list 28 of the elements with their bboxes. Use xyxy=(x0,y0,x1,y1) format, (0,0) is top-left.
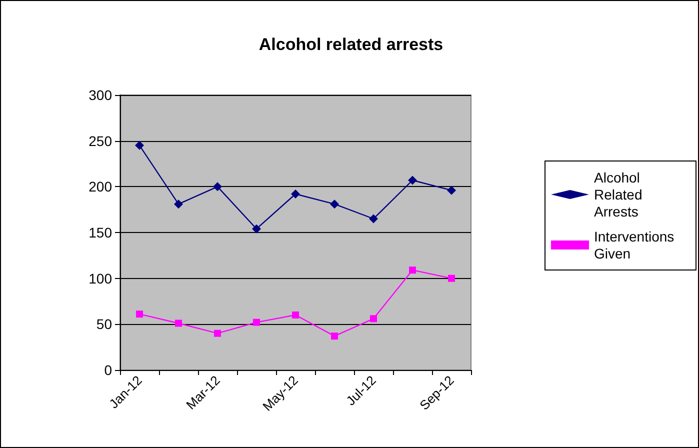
y-tick-label: 300 xyxy=(88,87,112,103)
legend-label: Interventions Given xyxy=(594,228,678,262)
point xyxy=(291,190,300,198)
point xyxy=(447,186,456,195)
point xyxy=(448,274,455,282)
point xyxy=(252,224,261,234)
point xyxy=(330,200,339,209)
legend-label: Alcohol Related Arrests xyxy=(594,170,646,220)
y-tick-label: 50 xyxy=(96,316,112,332)
point xyxy=(214,330,221,337)
point xyxy=(370,315,377,322)
point xyxy=(331,332,338,340)
point xyxy=(253,318,260,326)
point xyxy=(369,214,378,224)
point xyxy=(136,310,143,318)
y-tick-label: 200 xyxy=(88,178,112,195)
point xyxy=(213,182,222,192)
point xyxy=(135,140,144,150)
y-tick-label: 150 xyxy=(88,224,112,240)
point xyxy=(175,320,182,327)
point xyxy=(292,312,299,318)
point xyxy=(174,200,183,209)
chart-title: Alcohol related arrests xyxy=(258,35,444,54)
point xyxy=(408,176,417,185)
point xyxy=(409,266,416,274)
y-tick-label: 100 xyxy=(88,270,112,286)
y-tick-label: 250 xyxy=(88,132,112,149)
y-tick-label: 0 xyxy=(104,362,112,378)
